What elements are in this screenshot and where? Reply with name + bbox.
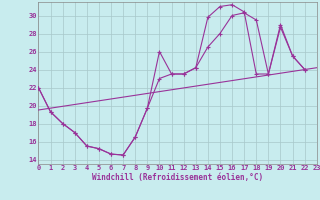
X-axis label: Windchill (Refroidissement éolien,°C): Windchill (Refroidissement éolien,°C): [92, 173, 263, 182]
